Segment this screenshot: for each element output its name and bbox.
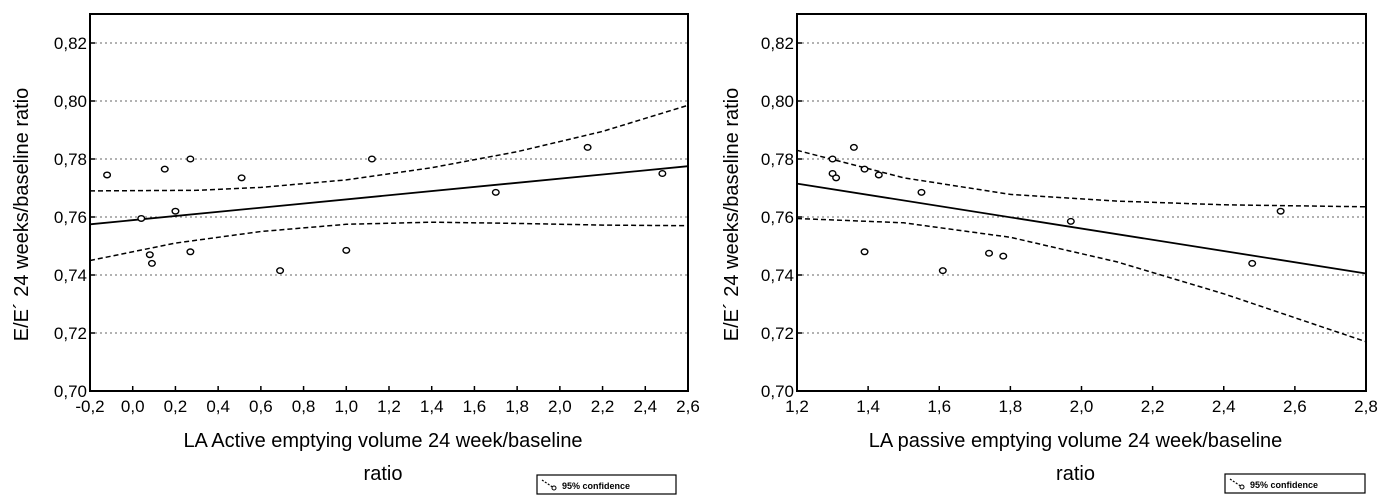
data-point (833, 175, 840, 181)
legend-label: 95% confidence (562, 481, 630, 491)
y-tick-label: 0,80 (54, 92, 87, 111)
y-tick-label: 0,72 (54, 324, 87, 343)
data-point (829, 156, 836, 162)
x-tick-label: 2,4 (633, 397, 657, 416)
data-point (138, 216, 145, 222)
x-tick-label: 1,6 (927, 397, 951, 416)
x-axis-label-line2: ratio (1056, 463, 1095, 485)
x-tick-label: 1,6 (463, 397, 487, 416)
x-tick-label: 1,4 (420, 397, 444, 416)
x-tick-label: 0,2 (164, 397, 188, 416)
data-point (277, 268, 284, 274)
x-tick-label: 0,6 (249, 397, 273, 416)
data-point (861, 249, 868, 255)
data-point (343, 248, 350, 254)
data-point (1000, 253, 1007, 259)
fit-line (797, 184, 1366, 274)
y-tick-label: 0,82 (54, 34, 87, 53)
y-tick-label: 0,82 (761, 34, 794, 53)
x-tick-label: 2,4 (1212, 397, 1236, 416)
data-point (147, 252, 154, 258)
legend-marker (552, 486, 556, 490)
x-tick-label: 2,6 (1283, 397, 1307, 416)
data-point (659, 171, 666, 177)
chart-left: 0,700,720,740,760,780,800,82-0,2 0,0 0,2 0,… (11, 14, 700, 494)
x-tick-label: 1,0 (334, 397, 358, 416)
y-tick-label: 0,78 (54, 150, 87, 169)
ci-lower-line (797, 219, 1366, 342)
legend: 95% confidence (537, 475, 676, 494)
data-point (187, 249, 194, 255)
fit-line (90, 166, 688, 224)
data-point (986, 250, 993, 256)
legend-marker (1240, 485, 1244, 489)
y-tick-label: 0,74 (54, 266, 87, 285)
data-point (584, 145, 591, 151)
data-point (1068, 219, 1075, 225)
ci-lower-line (90, 222, 688, 260)
x-tick-label: 1,2 (377, 397, 401, 416)
data-point (861, 166, 868, 172)
x-tick-label: 1,4 (856, 397, 880, 416)
x-tick-label: 2,8 (1354, 397, 1378, 416)
x-tick-label: 1,8 (999, 397, 1023, 416)
ci-upper-line (90, 105, 688, 191)
plot-frame (90, 14, 688, 391)
data-point (918, 190, 925, 196)
y-axis-label: E/E´ 24 weeks/baseline ratio (721, 88, 743, 341)
data-point (369, 156, 376, 162)
x-axis-label-line1: LA passive emptying volume 24 week/basel… (869, 430, 1283, 452)
data-point (875, 172, 882, 178)
x-tick-label: 2,2 (591, 397, 615, 416)
data-point (851, 145, 858, 151)
y-tick-label: 0,78 (761, 150, 794, 169)
y-tick-label: 0,72 (761, 324, 794, 343)
plot-frame (797, 14, 1366, 391)
data-point (492, 190, 499, 196)
data-point (187, 156, 194, 162)
x-tick-label: 2,2 (1141, 397, 1165, 416)
x-axis-label-line2: ratio (364, 463, 403, 485)
x-tick-label: 1,8 (505, 397, 529, 416)
x-tick-label: 0,8 (292, 397, 316, 416)
x-tick-label: 1,2 (785, 397, 809, 416)
y-tick-label: 0,76 (761, 208, 794, 227)
legend-label: 95% confidence (1250, 480, 1318, 490)
y-tick-label: 0,80 (761, 92, 794, 111)
x-tick-label: -0,2 (75, 397, 104, 416)
y-tick-label: 0,76 (54, 208, 87, 227)
y-tick-label: 0,74 (761, 266, 794, 285)
x-tick-label: 2,0 (1070, 397, 1094, 416)
x-tick-label: 2,0 (548, 397, 572, 416)
data-point (172, 208, 179, 214)
legend: 95% confidence (1225, 474, 1365, 493)
y-axis-label: E/E´ 24 weeks/baseline ratio (11, 88, 33, 341)
x-tick-label: 0,4 (206, 397, 230, 416)
data-point (940, 268, 947, 274)
x-tick-label: 2,6 (676, 397, 700, 416)
data-point (1249, 261, 1256, 267)
data-point (1277, 208, 1284, 214)
x-axis-label-line1: LA Active emptying volume 24 week/baseli… (183, 430, 582, 452)
data-point (149, 261, 156, 267)
x-tick-label: 0,0 (121, 397, 145, 416)
data-point (238, 175, 245, 181)
chart-right: 0,700,720,740,760,780,800,821,2 1,4 1,6 1,8… (721, 14, 1378, 493)
data-point (161, 166, 168, 172)
data-point (104, 172, 111, 178)
